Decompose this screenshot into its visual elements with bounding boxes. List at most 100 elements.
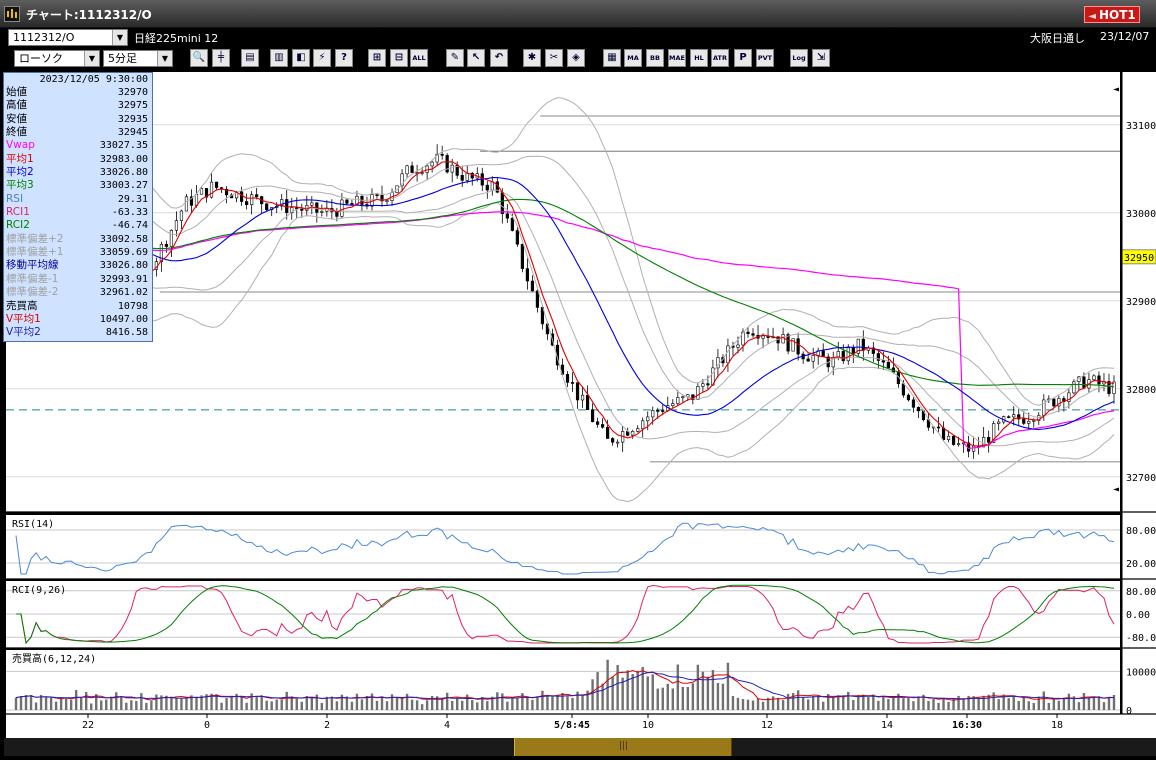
cursor-button[interactable]: ╪ [212, 49, 230, 67]
vwap-line [15, 194, 1115, 450]
alert-button[interactable]: ⚡ [313, 49, 331, 67]
panel-row-value: 33059.69 [99, 247, 148, 259]
zoom-button[interactable]: 🔍 [190, 49, 208, 67]
pa-icon: P [739, 52, 747, 63]
chart-type-select[interactable]: ローソク ▼ [14, 50, 100, 67]
volume-bar [761, 701, 765, 710]
panel-row: 平均1 32983.00 [4, 153, 152, 166]
time-axis-label: 10 [642, 720, 654, 731]
candle-body [290, 207, 294, 214]
scrollbar-thumb[interactable]: ||| [514, 738, 732, 756]
volume-bar [862, 694, 865, 710]
symbol-select[interactable]: 1112312/O ▼ [8, 29, 128, 46]
help-button[interactable]: ? [335, 49, 353, 67]
color-button[interactable]: ◈ [567, 49, 585, 67]
horizontal-scrollbar[interactable]: ||| [4, 738, 1156, 756]
volume-bar [290, 696, 293, 710]
volume-bar [786, 693, 790, 710]
bb-button[interactable]: BB [646, 49, 664, 67]
ma-button[interactable]: MA [624, 49, 642, 67]
volume-bar [145, 702, 148, 710]
candle-body [199, 188, 204, 195]
panel-row-label: RCI2 [6, 219, 30, 232]
volume-bar [736, 697, 740, 710]
volume-bar [561, 692, 564, 710]
volume-bar [1032, 703, 1035, 710]
bar-button[interactable]: ▥ [270, 49, 288, 67]
hl-button[interactable]: HL [690, 49, 708, 67]
candle-body [741, 331, 745, 346]
volume-bar [1087, 698, 1091, 710]
all-button[interactable]: ALL [410, 49, 428, 67]
volume-bar [54, 701, 58, 710]
chevron-down-icon[interactable]: ▼ [157, 51, 172, 66]
volume-bar [120, 696, 123, 710]
mae-button[interactable]: MAE [668, 49, 686, 67]
pa-button[interactable]: P [734, 49, 752, 67]
volume-bar [350, 701, 354, 710]
pvt-button[interactable]: PVT [756, 49, 774, 67]
undo-button[interactable]: ↶ [490, 49, 508, 67]
atr-button[interactable]: ATR [711, 49, 729, 67]
chart-svg[interactable]: 331003300032900328003270032950◄◄80.0020.… [0, 72, 1156, 760]
candle-body [1072, 381, 1076, 394]
panel-row: RCI1 -63.33 [4, 206, 152, 219]
panel-row-value: 32935 [117, 113, 148, 125]
select-button[interactable]: ↖ [467, 49, 485, 67]
candle-body [841, 351, 845, 362]
volume-bar [461, 700, 464, 710]
panel-row-label: 平均1 [6, 152, 34, 165]
volume-bar [105, 699, 108, 710]
chevron-down-icon[interactable]: ▼ [84, 51, 99, 66]
print-button[interactable]: ▤ [241, 49, 259, 67]
volume-bar [34, 702, 38, 710]
candle-body [460, 175, 464, 181]
candle-body [169, 229, 174, 247]
candle-body [255, 194, 259, 197]
candle-body [1107, 381, 1111, 394]
volume-bar [791, 693, 795, 710]
volume-bar [776, 697, 780, 710]
volume-bar [240, 696, 243, 710]
volume-bar [992, 692, 995, 710]
volume-bar [205, 694, 208, 710]
settings-button[interactable]: ✱ [523, 49, 541, 67]
draw-button[interactable]: ✎ [446, 49, 464, 67]
candle-button[interactable]: ⊞ [368, 49, 386, 67]
time-axis-label: 2 [324, 720, 330, 731]
volume-bar [766, 697, 770, 710]
panel-row-label: 標準偏差-1 [6, 272, 59, 285]
panel-row: Vwap 33027.35 [4, 139, 152, 152]
volume-bar [661, 687, 664, 710]
volume-bar [135, 700, 138, 710]
mmm-button[interactable]: ▦ [603, 49, 621, 67]
interval-select[interactable]: 5分足 ▼ [103, 50, 173, 67]
candle-body [350, 203, 354, 205]
chevron-down-icon[interactable]: ▼ [112, 30, 127, 45]
tools-button[interactable]: ✂ [545, 49, 563, 67]
volume-bar [285, 691, 288, 710]
volume-bar [1047, 702, 1051, 710]
candle-body [470, 172, 474, 179]
chart-button[interactable]: ◧ [292, 49, 310, 67]
chart-area[interactable]: 33100 33000 32900 32800 32700 32950 ◄ ◄ 80.00 20.… [0, 72, 1156, 760]
volume-bar [84, 691, 88, 710]
volume-bar [666, 683, 669, 710]
exchange-label: 大阪日通し [1030, 32, 1085, 45]
volume-bar [375, 700, 379, 710]
candle2-button[interactable]: ⊟ [390, 49, 408, 67]
volume-bar [79, 696, 83, 710]
candle-body [410, 165, 414, 173]
volume-bar [1012, 695, 1015, 710]
export-button[interactable]: ⇲ [812, 49, 830, 67]
panel-row-value: 10798 [117, 300, 148, 312]
volume-bar [270, 701, 273, 710]
log-button[interactable]: Log [790, 49, 808, 67]
scroll-arrow-icon: ◄ [1113, 484, 1119, 495]
cursor-icon: ╪ [217, 52, 225, 63]
candle-body [345, 199, 349, 204]
candle-body [240, 191, 244, 202]
candle-body [280, 199, 284, 207]
time-axis-label: 5/8:45 [554, 720, 590, 731]
hot-button[interactable]: ◄ HOT1 [1084, 6, 1140, 23]
